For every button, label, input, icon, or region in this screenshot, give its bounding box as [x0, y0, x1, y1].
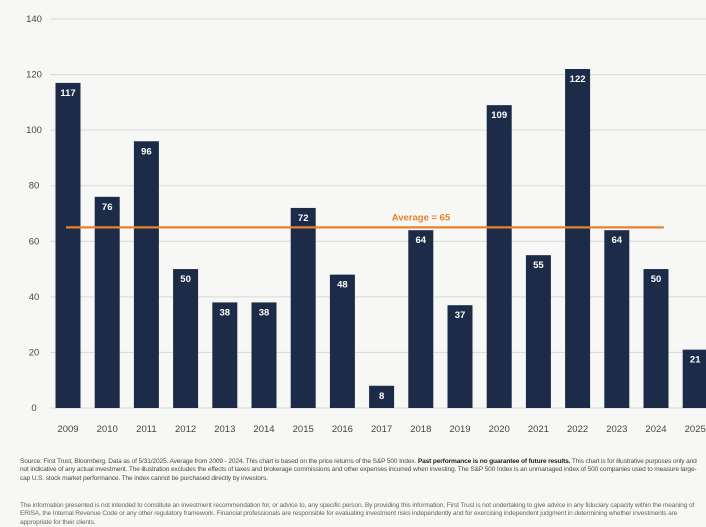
- bar: [565, 69, 591, 408]
- bar: [525, 255, 551, 408]
- x-tick-label: 2020: [489, 424, 510, 435]
- x-tick-label: 2010: [97, 424, 118, 435]
- data-label: 37: [455, 310, 466, 321]
- source-footnote: Source: First Trust, Bloomberg. Data as …: [20, 458, 700, 483]
- bar: [369, 385, 395, 408]
- x-tick-label: 2025: [685, 424, 706, 435]
- y-tick-label: 80: [29, 181, 40, 192]
- x-tick-label: 2023: [606, 424, 627, 435]
- bar: [682, 349, 706, 408]
- disclaimer-text: The information presented is not intende…: [20, 502, 695, 526]
- y-tick-label: 20: [29, 347, 40, 358]
- data-label: 122: [570, 74, 586, 85]
- x-tick-label: 2018: [410, 424, 431, 435]
- y-tick-label: 0: [31, 403, 36, 414]
- bar: [133, 141, 159, 408]
- data-label: 38: [220, 307, 231, 318]
- y-tick-label: 60: [29, 236, 40, 247]
- source-text-rest: This chart is for illustrative purposes …: [20, 458, 697, 482]
- data-label: 50: [180, 274, 191, 285]
- x-tick-label: 2024: [645, 424, 666, 435]
- bar: [212, 302, 238, 408]
- data-label: 64: [416, 235, 427, 246]
- x-tick-label: 2015: [293, 424, 314, 435]
- x-tick-label: 2017: [371, 424, 392, 435]
- data-label: 76: [102, 202, 113, 213]
- data-label: 55: [533, 260, 544, 271]
- data-label: 72: [298, 213, 309, 224]
- data-label: 8: [379, 391, 384, 402]
- disclaimer-footnote: The information presented is not intende…: [20, 502, 700, 527]
- source-text: Source: First Trust, Bloomberg. Data as …: [20, 458, 418, 465]
- bar: [329, 274, 355, 408]
- x-tick-label: 2011: [136, 424, 156, 435]
- bar: [94, 196, 120, 408]
- x-tick-label: 2016: [332, 424, 353, 435]
- x-tick-label: 2013: [214, 424, 235, 435]
- data-label: 64: [612, 235, 623, 246]
- past-performance-warning: Past performance is no guarantee of futu…: [417, 458, 571, 465]
- x-tick-label: 2021: [528, 424, 549, 435]
- bar: [251, 302, 277, 408]
- data-label: 48: [337, 280, 348, 291]
- bar-chart: 0 20 40 60 80 100 120 140 117 2009 76 2010 96 2011 50 2…: [26, 14, 706, 435]
- bar: [486, 105, 512, 408]
- y-tick-label: 100: [26, 125, 42, 136]
- average-label: Average = 65: [392, 212, 451, 223]
- x-tick-label: 2014: [253, 424, 274, 435]
- x-tick-label: 2019: [449, 424, 470, 435]
- bar: [643, 269, 669, 408]
- bar: [447, 305, 473, 408]
- chart-area: 0 20 40 60 80 100 120 140 117 2009 76 2010 96 2011 50 2…: [26, 14, 706, 435]
- data-label: 38: [259, 307, 270, 318]
- data-label: 109: [491, 110, 507, 121]
- data-label: 21: [690, 355, 701, 366]
- y-tick-label: 40: [29, 292, 40, 303]
- bar: [290, 207, 316, 408]
- x-tick-label: 2012: [175, 424, 196, 435]
- bar: [173, 269, 199, 408]
- bar: [55, 82, 81, 409]
- data-label: 96: [141, 146, 152, 157]
- data-label: 117: [60, 88, 75, 99]
- x-tick-label: 2022: [567, 424, 588, 435]
- data-label: 50: [651, 274, 662, 285]
- y-tick-label: 120: [26, 70, 42, 81]
- bar: [408, 230, 434, 408]
- bar: [604, 230, 630, 408]
- y-tick-label: 140: [26, 14, 42, 25]
- x-tick-label: 2009: [57, 424, 78, 435]
